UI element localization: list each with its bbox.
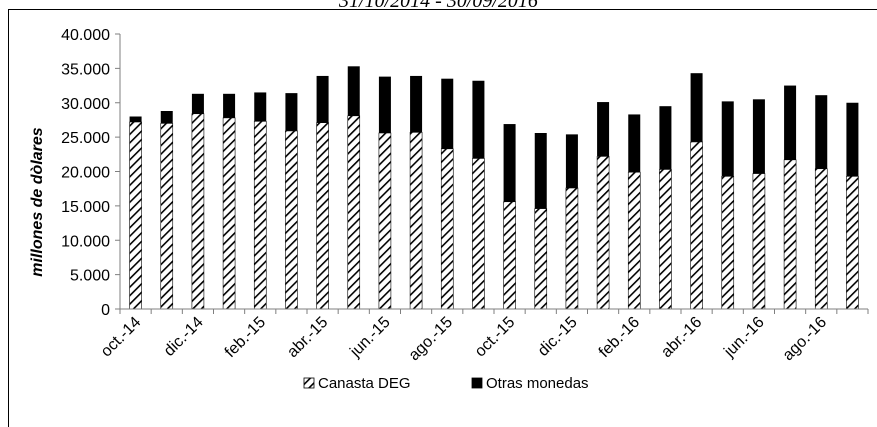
bar-canasta-deg [472,158,485,310]
bar-canasta-deg [253,121,267,310]
x-tick-label: dic.-14 [161,314,207,360]
bar-otras-monedas [129,116,142,122]
x-tick-label: jun.-16 [720,314,767,361]
bar-canasta-deg [596,156,610,310]
left-border [8,9,9,427]
bar-canasta-deg [690,141,703,310]
bar-otras-monedas [254,92,267,122]
bar-canasta-deg [783,159,797,310]
bar-canasta-deg [129,121,142,310]
bar-canasta-deg [846,176,859,310]
y-tick-label: 30.000 [61,96,110,113]
bar-canasta-deg [378,132,392,310]
bar-canasta-deg [409,132,423,310]
bar-canasta-deg [160,123,174,310]
bar-canasta-deg [659,169,672,310]
bar-otras-monedas [628,114,641,173]
bar-otras-monedas [160,111,173,124]
bar-canasta-deg [347,115,361,310]
x-tick-label: ago.-15 [406,314,456,364]
bar-canasta-deg [503,201,516,310]
bar-otras-monedas [659,106,672,170]
bar-otras-monedas [597,102,610,157]
bar-canasta-deg [534,208,548,310]
bar-otras-monedas [378,76,391,133]
bar-otras-monedas [191,93,204,114]
bar-otras-monedas [503,124,516,202]
bar-otras-monedas [690,73,703,142]
x-tick-label: oct.-14 [98,314,145,361]
bar-otras-monedas [441,78,454,149]
bar-otras-monedas [752,99,765,174]
legend: Canasta DEG Otras monedas [303,375,589,392]
bar-otras-monedas [721,101,734,177]
bar-canasta-deg [440,148,454,310]
bar-otras-monedas [347,66,360,116]
bar-canasta-deg [627,171,641,310]
bar-canasta-deg [565,187,579,310]
legend-item-canasta-deg-label: Canasta DEG [318,375,411,392]
x-axis: oct.-14 dic.-14 feb.-15 abr.-15 jun.-15 ago.-… [98,308,869,364]
y-tick-label: 40.000 [61,27,110,44]
bar-otras-monedas [285,93,298,131]
y-tick-label: 20.000 [61,165,110,182]
x-tick-label: jun.-15 [346,314,393,361]
bar-canasta-deg [752,173,766,310]
bar-otras-monedas [784,85,797,160]
bar-canasta-deg [721,176,735,310]
x-tick-label: feb.-16 [596,314,643,361]
bars-group [129,66,859,310]
x-tick-label: ago.-16 [780,314,830,364]
bar-canasta-deg [316,122,329,310]
bar-otras-monedas [846,102,859,177]
bar-otras-monedas [534,133,547,209]
bar-canasta-deg [191,113,205,310]
y-tick-label: 10.000 [61,233,110,250]
y-tick-label: 25.000 [61,130,110,147]
bar-otras-monedas [410,75,423,133]
y-tick-label: 15.000 [61,199,110,216]
bar-otras-monedas [815,95,828,169]
top-border [8,9,877,10]
legend-item-otras-monedas-swatch [471,377,483,389]
y-axis: 0 5.000 10.000 15.000 20.000 25.000 30.000 35.0… [61,27,121,319]
y-axis-title: millones de dòlares [29,127,46,276]
y-tick-label: 0 [101,302,110,319]
x-tick-label: abr.-16 [658,314,705,361]
legend-item-canasta-deg-swatch [303,377,315,389]
x-tick-label: feb.-15 [222,314,269,361]
y-tick-label: 35.000 [61,61,110,78]
bar-otras-monedas [223,93,236,118]
x-tick-label: abr.-15 [284,314,331,361]
legend-item-otras-monedas-label: Otras monedas [486,375,589,392]
bar-otras-monedas [565,134,578,188]
bar-otras-monedas [316,75,329,123]
bar-otras-monedas [472,80,485,159]
x-tick-label: oct.-15 [472,314,519,361]
x-tick-label: dic.-15 [535,314,581,360]
bar-canasta-deg [222,117,236,310]
y-tick-label: 5.000 [70,268,110,285]
bar-canasta-deg [814,168,828,310]
bar-canasta-deg [285,130,298,310]
